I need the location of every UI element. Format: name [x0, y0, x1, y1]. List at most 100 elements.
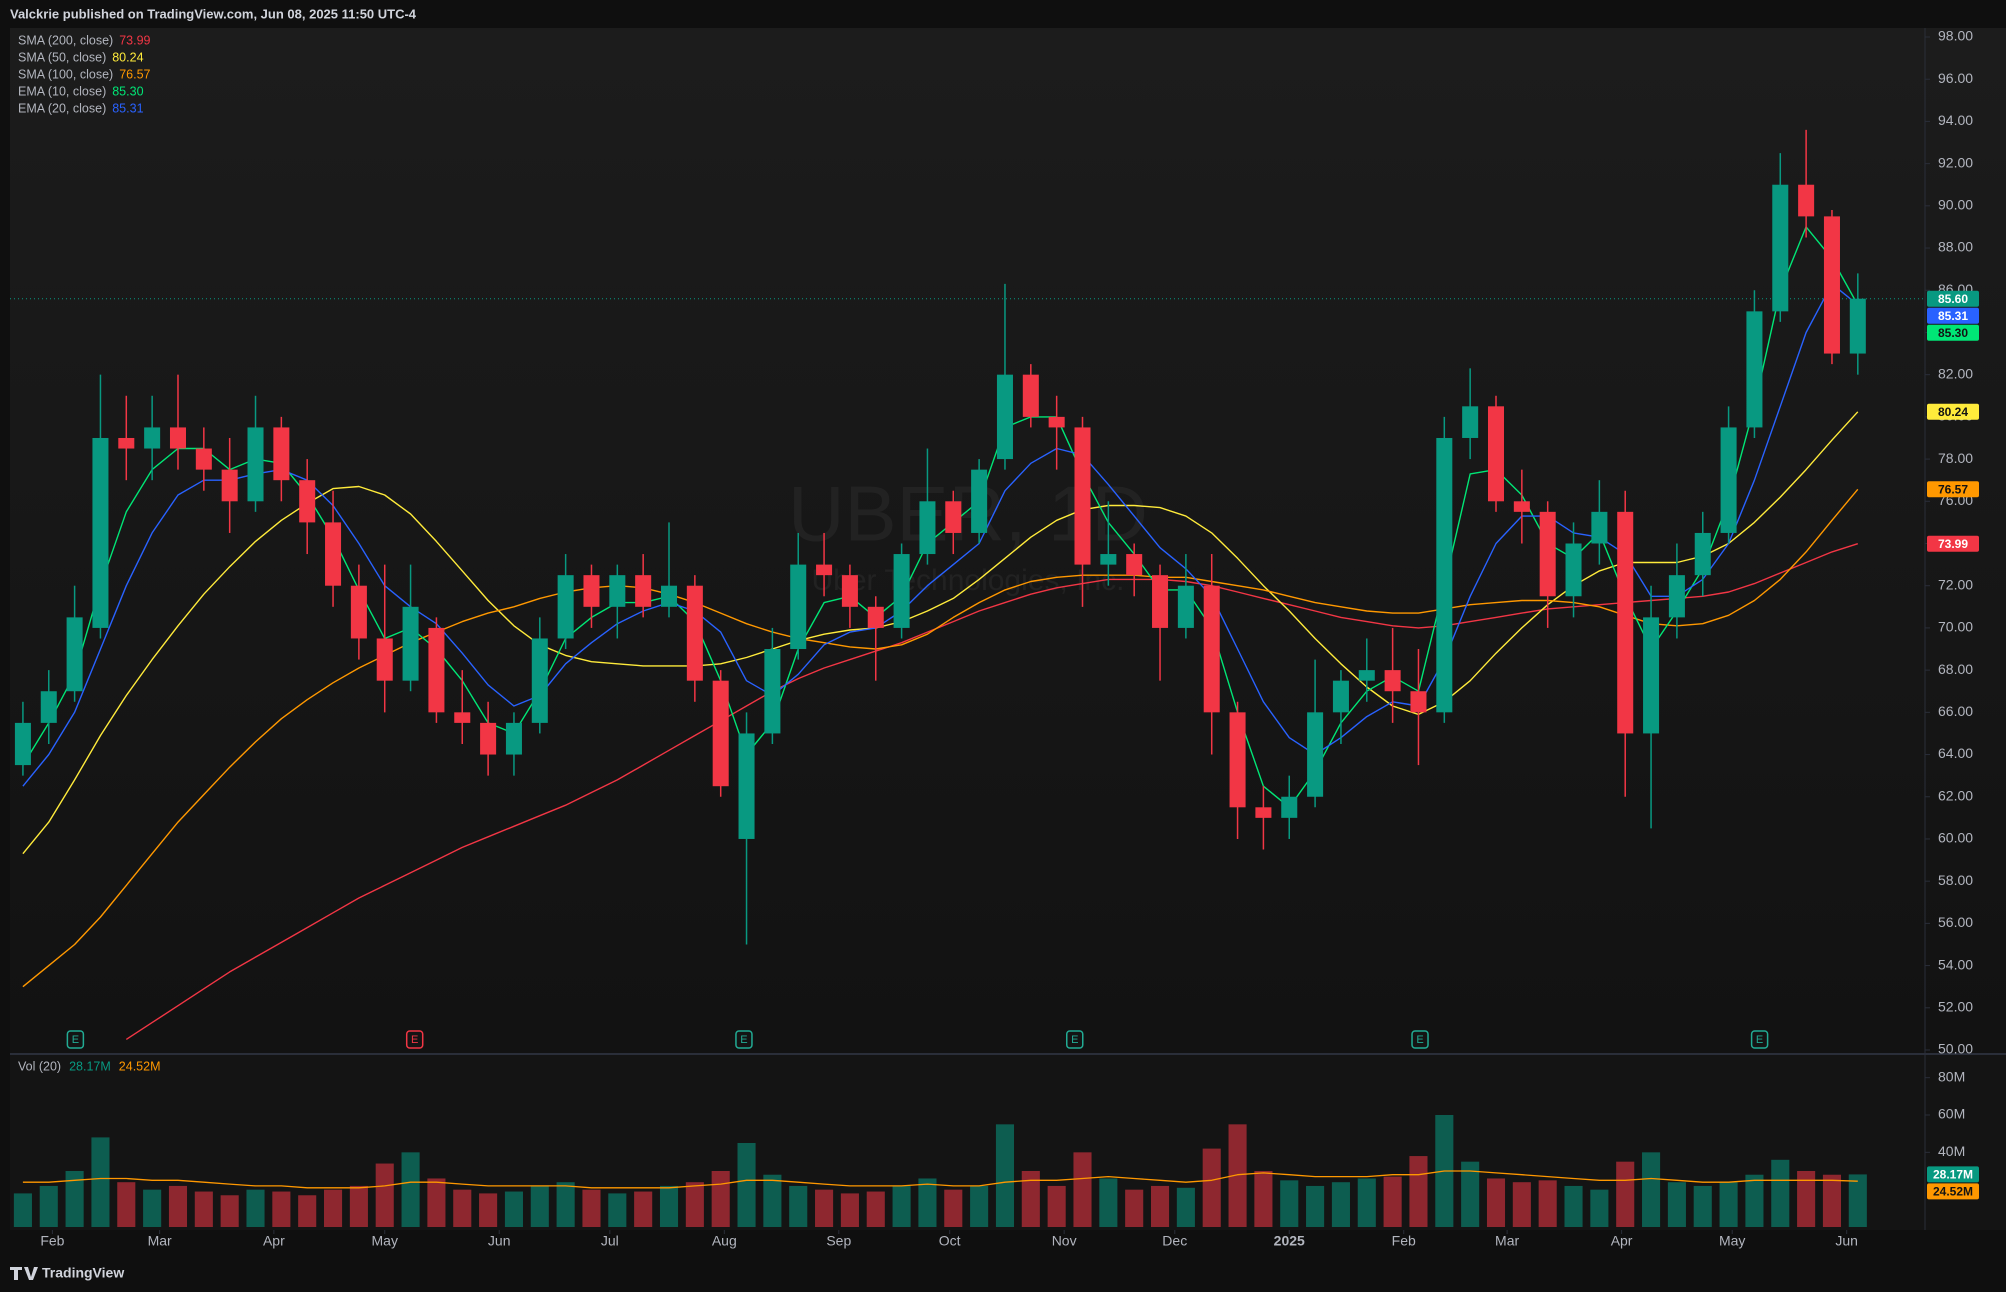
time-tick-label: Nov	[1052, 1233, 1077, 1249]
candle-body	[402, 606, 419, 681]
price-tick-label: 92.00	[1938, 154, 1973, 170]
candle-body	[40, 691, 57, 723]
publish-header: Valckrie published on TradingView.com, J…	[10, 6, 417, 21]
candle-body	[919, 501, 936, 555]
volume-bar	[220, 1195, 239, 1227]
volume-bar	[1564, 1185, 1583, 1227]
volume-bar	[1254, 1171, 1273, 1227]
price-tag-box	[1927, 535, 1979, 552]
earnings-label: E	[411, 1034, 418, 1046]
volume-bar	[1409, 1156, 1428, 1227]
candle	[273, 416, 290, 502]
time-tick-label: Aug	[712, 1233, 737, 1249]
price-tick-label: 98.00	[1938, 28, 1973, 44]
candle-body	[816, 564, 833, 576]
earnings-badge	[1750, 1030, 1769, 1049]
volume-bar	[65, 1171, 84, 1227]
price-tick-label: 78.00	[1938, 450, 1973, 466]
volume-bar	[866, 1191, 885, 1227]
candle-body	[1849, 298, 1866, 354]
time-tick-label: Dec	[1162, 1233, 1187, 1249]
volume-bar	[1228, 1124, 1247, 1227]
volume-bar	[1642, 1152, 1661, 1227]
candle-body	[1384, 670, 1401, 692]
candle	[1668, 543, 1685, 639]
volume-bar	[1306, 1185, 1325, 1227]
volume-bar	[1745, 1174, 1764, 1227]
candle	[1436, 416, 1453, 723]
volume-bar	[1073, 1152, 1092, 1227]
price-tag: 76.57	[1927, 481, 1979, 498]
volume-bar	[1797, 1171, 1816, 1227]
indicator-legend-value: 85.30	[112, 84, 143, 98]
price-tick-label: 62.00	[1938, 787, 1973, 803]
candle	[325, 490, 342, 607]
volume-bar	[1822, 1174, 1842, 1227]
candle-body	[945, 501, 962, 533]
earnings-label: E	[740, 1034, 747, 1046]
candle-body	[1539, 511, 1556, 597]
time-tick-label: Oct	[939, 1233, 961, 1249]
volume-bar	[349, 1185, 368, 1227]
candle-body	[1152, 575, 1169, 628]
candle	[635, 554, 652, 618]
tradingview-logo: TradingView	[10, 1265, 124, 1281]
time-tick-label: Feb	[1392, 1233, 1416, 1249]
candle-body	[1074, 427, 1091, 565]
volume-bar	[1512, 1182, 1531, 1227]
earnings-label: E	[1756, 1034, 1763, 1046]
volume-legend-title: Vol (20)	[18, 1059, 61, 1073]
candle-body	[1332, 680, 1349, 713]
volume-bar	[323, 1189, 343, 1227]
indicator-legend-value: 73.99	[119, 33, 150, 47]
candle-body	[169, 427, 186, 449]
indicator-legend-value: 80.24	[112, 50, 143, 64]
price-tick-label: 52.00	[1938, 998, 1973, 1014]
candle-body	[531, 638, 548, 723]
candle-body	[1487, 406, 1505, 502]
candle	[1798, 129, 1815, 238]
price-tag-label: 24.52M	[1933, 1185, 1973, 1199]
candle-body	[738, 733, 755, 839]
indicator-legend-name: SMA (200, close)	[18, 33, 113, 47]
price-tick-label: 64.00	[1938, 745, 1973, 761]
price-tick-label: 70.00	[1938, 619, 1973, 635]
volume-tick-label: 40M	[1938, 1143, 1965, 1159]
indicator-legend-name: EMA (10, close)	[18, 84, 106, 98]
price-pane	[10, 28, 2006, 1053]
candle	[14, 701, 31, 776]
candle-body	[454, 712, 471, 723]
volume-bar	[685, 1182, 704, 1227]
candle-body	[1643, 617, 1660, 734]
candle	[712, 670, 729, 797]
candle	[454, 670, 471, 744]
volume-bar	[504, 1191, 523, 1227]
volume-bar	[375, 1163, 394, 1227]
candle-body	[1436, 437, 1453, 713]
volume-bar	[453, 1189, 472, 1227]
price-tick-label: 50.00	[1938, 1041, 1973, 1057]
price-tag-box	[1927, 307, 1979, 324]
watermark-symbol: UBER, 1D	[788, 470, 1148, 558]
volume-bar	[1331, 1182, 1350, 1227]
price-tag: 80.24	[1927, 403, 1979, 420]
volume-bar	[634, 1191, 653, 1227]
candle-body	[1668, 575, 1685, 618]
candle-body	[1255, 807, 1272, 818]
candle-body	[1307, 712, 1324, 797]
candle	[790, 532, 807, 660]
candle	[428, 617, 445, 723]
volume-tick-label: 80M	[1938, 1068, 1965, 1084]
price-tick-label: 72.00	[1938, 576, 1973, 592]
candle-body	[557, 575, 574, 639]
earnings-badge	[1411, 1030, 1429, 1049]
candle-body	[247, 427, 264, 502]
candle-body	[686, 585, 703, 681]
time-tick-label: Jun	[488, 1233, 511, 1249]
volume-bar	[1590, 1189, 1609, 1227]
price-tag: 85.60	[1927, 290, 1979, 307]
volume-ma-line	[22, 1170, 1858, 1189]
price-tick-label: 58.00	[1938, 872, 1973, 888]
price-tick-label: 94.00	[1938, 112, 1973, 128]
volume-bar	[401, 1152, 420, 1227]
